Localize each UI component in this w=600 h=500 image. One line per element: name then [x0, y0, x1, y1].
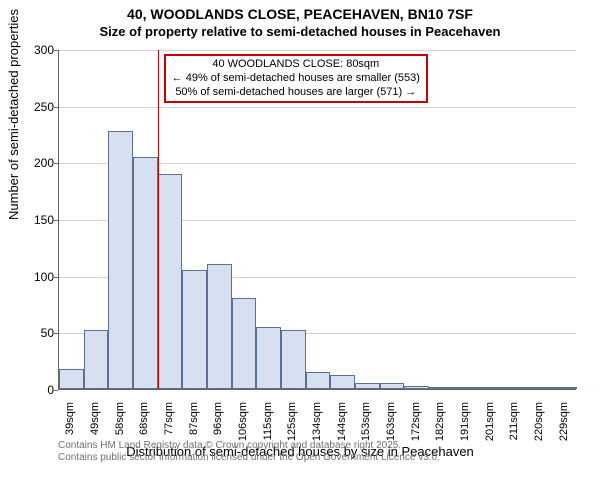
ytick-label: 200	[14, 156, 54, 170]
gridline	[59, 50, 576, 51]
footer-line2: Contains public sector information licen…	[58, 452, 440, 464]
histogram-bar	[281, 330, 306, 389]
chart-title-block: 40, WOODLANDS CLOSE, PEACEHAVEN, BN10 7S…	[0, 0, 600, 39]
histogram-bar	[503, 387, 528, 389]
ytick-label: 100	[14, 270, 54, 284]
footer-line1: Contains HM Land Registry data © Crown c…	[58, 440, 440, 452]
marker-line	[158, 50, 159, 389]
title-address: 40, WOODLANDS CLOSE, PEACEHAVEN, BN10 7S…	[0, 6, 600, 22]
marker-annotation: 40 WOODLANDS CLOSE: 80sqm ← 49% of semi-…	[164, 54, 428, 103]
histogram-bar	[355, 383, 380, 389]
annotation-line3: 50% of semi-detached houses are larger (…	[172, 86, 420, 100]
annotation-line1: 40 WOODLANDS CLOSE: 80sqm	[172, 58, 420, 72]
histogram-bar	[59, 369, 84, 389]
histogram-bar	[306, 372, 331, 389]
histogram-bar	[256, 327, 281, 389]
histogram-bar	[478, 387, 503, 389]
chart-container: Number of semi-detached properties 05010…	[0, 46, 600, 466]
histogram-bar	[133, 157, 158, 389]
histogram-bar	[108, 131, 133, 389]
histogram-bar	[207, 264, 232, 389]
ytick-label: 150	[14, 213, 54, 227]
histogram-bar	[454, 387, 479, 389]
ytick-label: 0	[14, 383, 54, 397]
histogram-bar	[528, 387, 553, 389]
ytick-mark	[54, 390, 58, 391]
histogram-bar	[182, 270, 207, 389]
histogram-bar	[380, 383, 405, 389]
histogram-bar	[552, 387, 577, 389]
annotation-line2: ← 49% of semi-detached houses are smalle…	[172, 72, 420, 86]
footer-attribution: Contains HM Land Registry data © Crown c…	[58, 440, 440, 464]
plot-area: 40 WOODLANDS CLOSE: 80sqm ← 49% of semi-…	[58, 50, 576, 390]
histogram-bar	[404, 386, 429, 389]
histogram-bar	[158, 174, 183, 389]
histogram-bar	[330, 375, 355, 389]
ytick-label: 300	[14, 43, 54, 57]
gridline	[59, 107, 576, 108]
histogram-bar	[429, 387, 454, 389]
title-subtitle: Size of property relative to semi-detach…	[0, 24, 600, 39]
ytick-label: 50	[14, 326, 54, 340]
histogram-bar	[232, 298, 257, 389]
y-axis-label: Number of semi-detached properties	[6, 9, 21, 220]
histogram-bar	[84, 330, 109, 389]
ytick-label: 250	[14, 100, 54, 114]
